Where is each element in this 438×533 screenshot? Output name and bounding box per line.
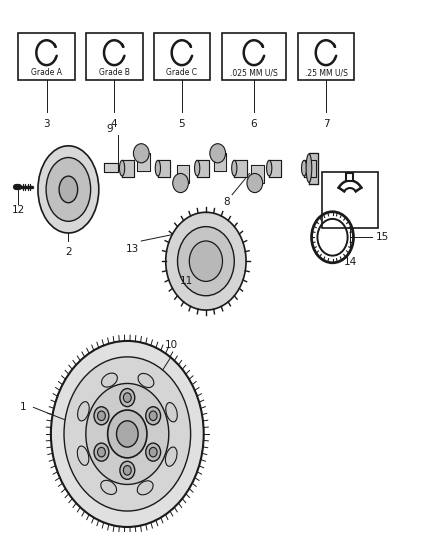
Circle shape <box>177 227 234 296</box>
Bar <box>321 172 378 228</box>
Polygon shape <box>138 154 150 171</box>
Circle shape <box>86 383 169 484</box>
Text: 15: 15 <box>376 232 389 243</box>
Circle shape <box>98 411 106 421</box>
Circle shape <box>64 357 191 511</box>
Circle shape <box>210 144 226 163</box>
Text: 1: 1 <box>20 402 27 413</box>
Polygon shape <box>197 160 209 176</box>
Bar <box>86 33 143 80</box>
Text: 10: 10 <box>164 341 177 351</box>
Ellipse shape <box>46 158 91 221</box>
Circle shape <box>146 443 161 461</box>
Ellipse shape <box>120 160 125 176</box>
Ellipse shape <box>78 402 89 421</box>
Polygon shape <box>269 160 282 176</box>
Ellipse shape <box>166 402 177 422</box>
Circle shape <box>189 241 223 281</box>
Polygon shape <box>158 160 170 176</box>
Text: Grade C: Grade C <box>166 68 198 77</box>
Ellipse shape <box>78 446 89 465</box>
Text: Grade B: Grade B <box>99 68 130 77</box>
Circle shape <box>94 443 109 461</box>
Text: 4: 4 <box>111 119 117 128</box>
Bar <box>153 33 210 80</box>
Text: 6: 6 <box>251 119 257 128</box>
Circle shape <box>94 407 109 425</box>
Ellipse shape <box>102 373 117 387</box>
Circle shape <box>149 411 157 421</box>
Circle shape <box>247 173 263 192</box>
Ellipse shape <box>155 160 160 176</box>
Polygon shape <box>234 160 247 176</box>
Text: 7: 7 <box>323 119 329 128</box>
Circle shape <box>124 393 131 402</box>
Bar <box>346 173 353 181</box>
Polygon shape <box>122 160 134 176</box>
Circle shape <box>146 407 161 425</box>
Polygon shape <box>309 153 318 183</box>
Ellipse shape <box>301 160 307 176</box>
Circle shape <box>120 461 135 479</box>
Text: 3: 3 <box>43 119 50 128</box>
Text: 13: 13 <box>126 244 139 254</box>
Ellipse shape <box>232 160 237 176</box>
Polygon shape <box>177 165 189 183</box>
Circle shape <box>117 421 138 447</box>
Ellipse shape <box>101 480 117 495</box>
Ellipse shape <box>306 154 312 182</box>
Circle shape <box>134 144 149 163</box>
Ellipse shape <box>166 447 177 466</box>
Text: 11: 11 <box>180 276 193 286</box>
Text: 2: 2 <box>65 247 72 257</box>
Circle shape <box>51 341 204 527</box>
Circle shape <box>108 410 147 458</box>
Polygon shape <box>104 163 118 172</box>
Ellipse shape <box>194 160 200 176</box>
Ellipse shape <box>137 481 153 495</box>
Text: 8: 8 <box>223 197 230 207</box>
Text: Grade A: Grade A <box>31 68 62 77</box>
Circle shape <box>98 447 106 457</box>
Text: 12: 12 <box>11 205 25 215</box>
Bar <box>297 33 354 80</box>
Ellipse shape <box>59 176 78 203</box>
Circle shape <box>124 465 131 475</box>
Polygon shape <box>304 160 316 176</box>
Circle shape <box>166 212 246 310</box>
Polygon shape <box>214 154 226 171</box>
Ellipse shape <box>267 160 272 176</box>
Bar <box>18 33 75 80</box>
Text: .025 MM U/S: .025 MM U/S <box>230 68 278 77</box>
Circle shape <box>149 447 157 457</box>
Text: .25 MM U/S: .25 MM U/S <box>304 68 347 77</box>
Polygon shape <box>251 165 264 183</box>
Ellipse shape <box>138 374 154 387</box>
Ellipse shape <box>38 146 99 233</box>
Circle shape <box>120 389 135 407</box>
Text: 9: 9 <box>107 124 113 134</box>
Bar <box>222 33 286 80</box>
Text: 5: 5 <box>179 119 185 128</box>
Text: 14: 14 <box>343 257 357 267</box>
Circle shape <box>173 173 188 192</box>
